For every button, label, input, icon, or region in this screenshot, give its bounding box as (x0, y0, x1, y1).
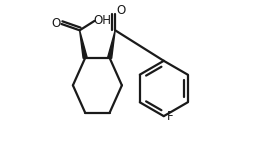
Text: OH: OH (94, 14, 112, 27)
Polygon shape (108, 30, 115, 58)
Text: F: F (166, 110, 173, 123)
Polygon shape (80, 30, 87, 58)
Text: O: O (116, 4, 125, 17)
Text: O: O (51, 17, 60, 30)
